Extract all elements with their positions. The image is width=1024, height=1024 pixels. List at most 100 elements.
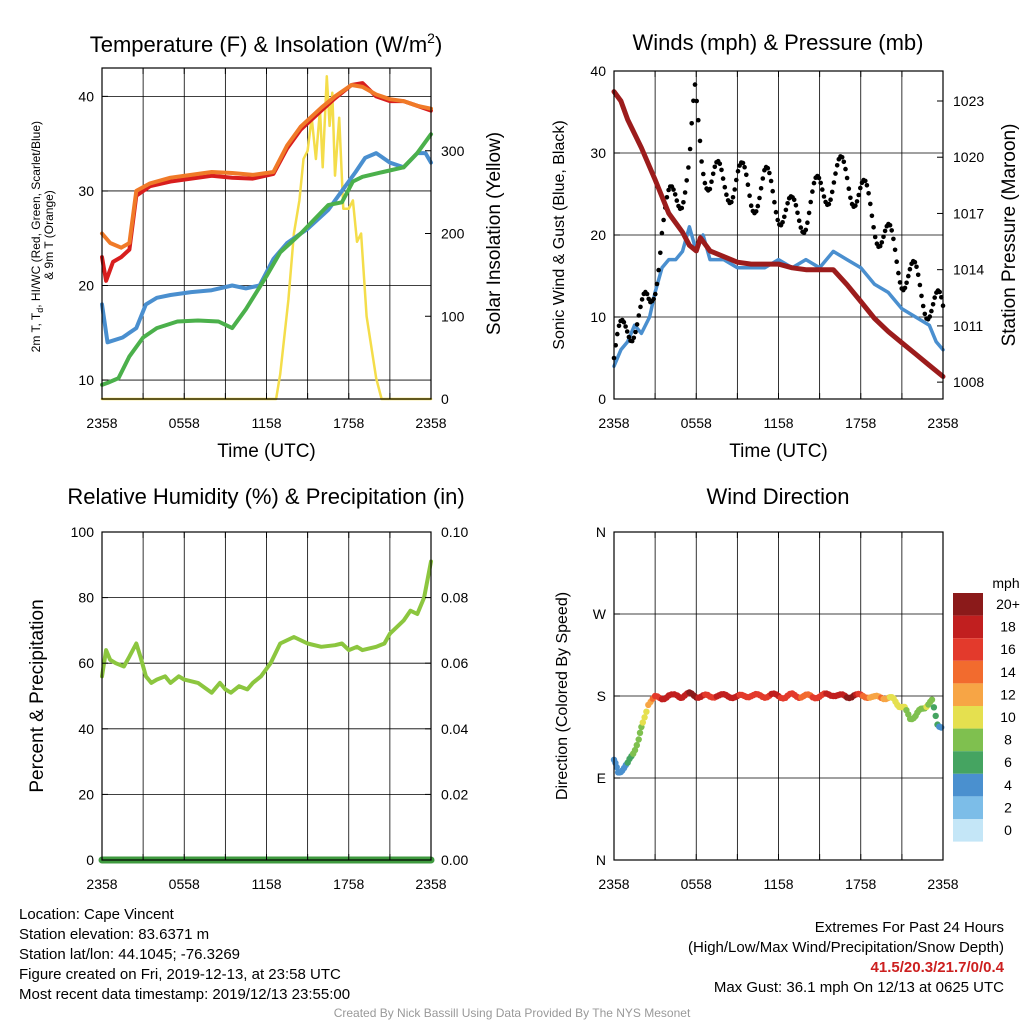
gust-point (616, 323, 622, 329)
gust-point (767, 170, 772, 176)
direction-y-label: Direction (Colored By Speed) (554, 592, 571, 800)
gust-point (735, 168, 741, 174)
gust-point (902, 285, 908, 291)
wind-speed-line (612, 225, 945, 368)
humidity-y-label: Percent & Precipitation (27, 599, 48, 792)
gust-point (929, 308, 934, 314)
gust-point (882, 228, 888, 234)
colorbar-label: 10 (1000, 709, 1016, 725)
gust-point (805, 220, 810, 225)
y-tick-label: 1008 (953, 374, 984, 390)
x-tick-label: 2358 (415, 876, 446, 892)
gust-point (866, 191, 871, 196)
direction-point (631, 746, 639, 754)
gust-point (831, 180, 837, 185)
wind-direction-panel: Wind Direction 2358 0558 1158 1758 2358 N E S W N… (554, 484, 1020, 892)
gust-point (729, 199, 734, 205)
gust-point (869, 213, 875, 219)
gust-point (681, 200, 686, 205)
gust-point (826, 201, 832, 207)
y-tick-label: 40 (78, 721, 94, 737)
direction-point (639, 719, 646, 726)
gust-point (773, 209, 779, 215)
colorbar-swatch (953, 706, 983, 729)
gust-point (772, 199, 777, 205)
direction-title: Wind Direction (706, 484, 849, 509)
gust-point (891, 236, 896, 242)
gust-point (712, 164, 718, 170)
gust-point (661, 217, 666, 223)
gust-point (917, 282, 923, 288)
gust-point (871, 225, 876, 230)
gust-point (856, 192, 861, 198)
gust-point (631, 335, 637, 341)
gust-point (639, 297, 645, 302)
gust-point (783, 207, 789, 213)
gust-point (912, 259, 918, 265)
direction-point (930, 704, 938, 711)
x-tick-label: 1158 (251, 876, 281, 892)
gust-point (920, 303, 926, 309)
wind-pressure-panel: Winds (mph) & Pressure (mb) 2358 0558 1158… (551, 30, 1020, 462)
temperature-series-line (100, 83, 433, 250)
gust-point (806, 210, 812, 216)
gust-point (679, 205, 685, 211)
gust-point (748, 203, 754, 208)
direction-point (928, 696, 936, 703)
gust-point (644, 291, 650, 297)
station-elevation: Station elevation: 83.6371 m (19, 926, 210, 943)
gust-point (745, 182, 751, 187)
gust-point (796, 218, 802, 223)
colorbar-label: 4 (1004, 777, 1012, 793)
y-tick-label: 300 (441, 143, 465, 159)
x-tick-label: 1758 (333, 876, 364, 892)
gust-point (651, 296, 656, 302)
y-tick-label: 10 (78, 372, 94, 388)
direction-point (641, 714, 648, 721)
y-tick-label: 40 (590, 63, 606, 79)
gust-point (919, 293, 924, 299)
y-tick-label: 1023 (953, 93, 984, 109)
gust-point (666, 187, 671, 193)
gust-point (889, 228, 894, 233)
extremes-values: 41.5/20.3/21.7/0/0.4 (870, 959, 1004, 976)
gust-point (829, 189, 835, 195)
y-tick-label: 200 (441, 226, 465, 242)
gust-point (922, 311, 928, 317)
gust-point (697, 138, 703, 144)
gust-point (821, 194, 827, 199)
gust-point (755, 203, 761, 209)
gust-point (659, 230, 665, 236)
x-tick-label: 2358 (86, 876, 117, 892)
gust-point (692, 82, 698, 87)
gust-point (702, 180, 708, 186)
y-tick-label: 0.00 (441, 852, 468, 868)
colorbar-swatch (953, 660, 983, 684)
gust-point (833, 171, 838, 176)
y-tick-label: W (593, 606, 607, 622)
humidity-panel: Relative Humidity (%) & Precipitation (i… (27, 484, 468, 892)
gust-point (747, 193, 752, 198)
gust-point (896, 270, 901, 276)
pressure-y-label: Station Pressure (Maroon) (999, 124, 1020, 347)
gust-point (623, 324, 628, 329)
gust-point (740, 160, 746, 166)
gust-point (780, 220, 785, 225)
temperature-x-label: Time (UTC) (217, 441, 316, 462)
gust-point (730, 195, 736, 200)
gust-point (671, 187, 676, 192)
gust-point (906, 273, 911, 279)
gust-point (818, 180, 823, 186)
gust-point (689, 121, 694, 126)
gust-point (808, 199, 813, 205)
x-tick-label: 1158 (763, 876, 793, 892)
colorbar-swatch (953, 751, 983, 774)
x-tick-label: 1758 (845, 876, 876, 892)
gust-point (782, 214, 787, 220)
x-tick-label: 0558 (681, 415, 712, 431)
temperature-series-line (100, 151, 433, 345)
y-tick-label: 0.10 (441, 524, 468, 540)
gust-point (658, 250, 663, 256)
wind-x-label: Time (UTC) (729, 441, 828, 462)
